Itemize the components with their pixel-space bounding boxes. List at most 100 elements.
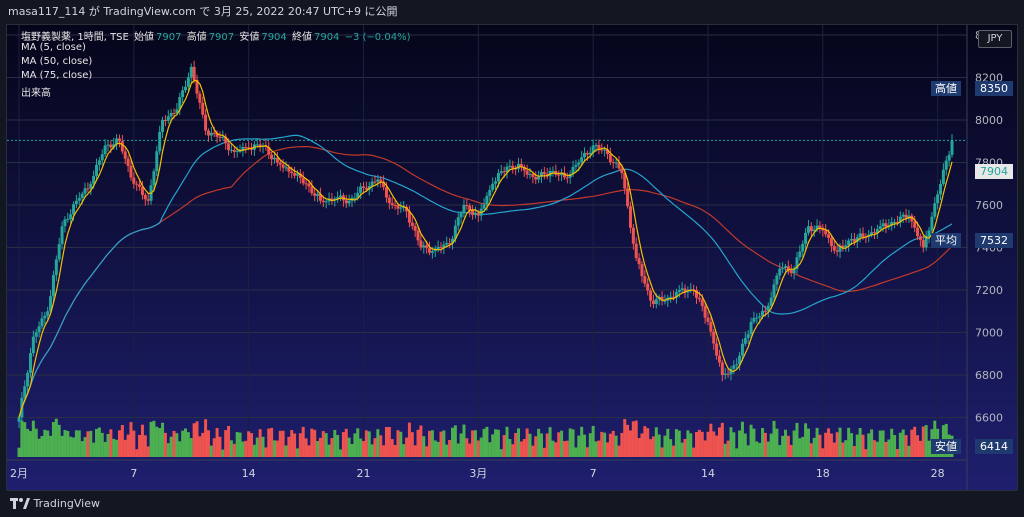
volume-bar	[827, 428, 831, 457]
candle	[491, 183, 495, 190]
volume-bar	[17, 447, 21, 457]
candle	[944, 160, 948, 170]
volume-bar	[864, 449, 868, 457]
volume-bar	[772, 420, 776, 457]
volume-bar	[651, 436, 655, 457]
volume-bar	[835, 432, 839, 457]
legend-ma50[interactable]: MA (50, close)	[21, 56, 93, 67]
candle	[31, 336, 35, 354]
candle	[577, 162, 581, 165]
candle	[402, 206, 406, 208]
candle	[178, 97, 182, 110]
volume-bar	[227, 425, 231, 457]
candle	[347, 200, 351, 204]
volume-bar	[327, 444, 331, 457]
volume-bar	[875, 441, 879, 457]
volume-bar	[812, 437, 816, 457]
candle	[430, 251, 434, 253]
volume-bar	[660, 447, 664, 457]
tradingview-logo[interactable]: TradingView	[10, 497, 100, 510]
volume-bar	[608, 433, 612, 457]
candle	[551, 170, 555, 172]
candle	[786, 266, 790, 271]
volume-bar	[761, 428, 765, 457]
volume-bar	[301, 426, 305, 457]
volume-bar	[72, 437, 76, 457]
candle	[680, 288, 684, 290]
candle	[591, 145, 595, 153]
volume-bar	[738, 430, 742, 457]
candle	[818, 225, 822, 228]
candle	[740, 343, 744, 356]
candle	[499, 171, 503, 174]
volume-bar	[663, 435, 667, 457]
volume-bar	[637, 438, 641, 457]
volume-bar	[804, 423, 808, 457]
time-axis[interactable]: 2月 7 14 21 3月 7 14 18 28	[7, 459, 967, 480]
candle	[304, 183, 308, 185]
volume-bar	[278, 430, 282, 457]
volume-bar	[359, 438, 363, 457]
x-tick-label: 14	[701, 467, 715, 480]
candle	[875, 229, 879, 234]
x-tick-label: 21	[356, 467, 370, 480]
candle	[307, 183, 311, 187]
legend-ma5[interactable]: MA (5, close)	[21, 42, 86, 53]
volume-bar	[436, 441, 440, 457]
volume-bar	[405, 437, 409, 457]
candle	[646, 283, 650, 291]
volume-bar	[502, 435, 506, 457]
volume-bar	[295, 448, 299, 457]
volume-bar	[135, 449, 139, 457]
candle	[161, 119, 165, 132]
candle	[674, 292, 678, 298]
volume-bar	[106, 433, 110, 457]
candle	[663, 300, 667, 302]
legend-symbol: 塩野義製薬, 1時間, TSE	[21, 32, 129, 43]
candle	[585, 152, 589, 155]
candle	[795, 257, 799, 269]
volume-bar	[112, 438, 116, 457]
volume-bar	[597, 440, 601, 457]
volume-bar	[537, 428, 541, 457]
candle	[772, 284, 776, 298]
volume-bar	[166, 443, 170, 457]
candle	[758, 316, 762, 318]
volume-bar	[450, 427, 454, 457]
volume-bar	[416, 429, 420, 457]
candle	[695, 289, 699, 298]
candle	[473, 212, 477, 215]
volume-bar	[689, 433, 693, 457]
volume-bar	[448, 439, 452, 457]
candle	[364, 187, 368, 190]
candle	[565, 177, 569, 179]
candle	[204, 114, 208, 131]
volume-bars	[17, 418, 954, 457]
candle	[407, 211, 411, 223]
volume-bar	[241, 441, 245, 457]
candle	[927, 230, 931, 238]
candle	[169, 112, 173, 117]
legend-ma75[interactable]: MA (75, close)	[21, 70, 93, 81]
legend-volume[interactable]: 出来高	[21, 88, 51, 99]
volume-bar	[132, 430, 136, 457]
volume-bar	[382, 445, 386, 457]
candle	[941, 169, 945, 184]
candle	[445, 243, 449, 245]
candlestick-chart[interactable]: 6600680070007200740076007800800082008400…	[7, 25, 1017, 490]
volume-bar	[600, 431, 604, 457]
candle	[809, 226, 813, 232]
currency-button[interactable]: JPY	[978, 30, 1012, 48]
candle	[17, 417, 21, 422]
candle	[189, 66, 193, 78]
candle	[227, 143, 231, 151]
candle	[425, 245, 429, 249]
volume-bar	[916, 435, 920, 457]
volume-bar	[703, 440, 707, 457]
y-tick-label: 7600	[975, 199, 1003, 212]
volume-bar	[758, 442, 762, 457]
x-tick-label: 7	[590, 467, 597, 480]
chart-frame[interactable]: 6600680070007200740076007800800082008400…	[6, 24, 1018, 491]
candle	[379, 179, 383, 182]
volume-bar	[591, 425, 595, 457]
